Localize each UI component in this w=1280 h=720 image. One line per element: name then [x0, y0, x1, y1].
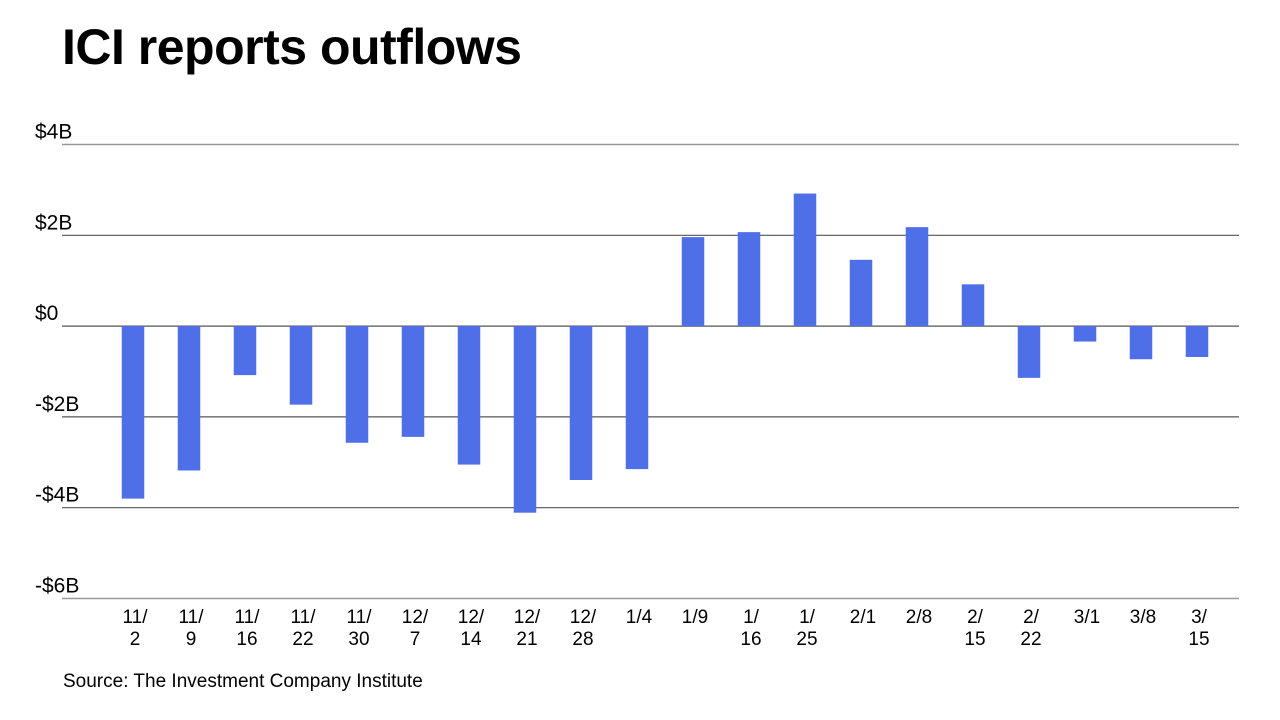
x-axis-labels: 11/2 11/9 11/16 11/22 11/30 12/7 12/14 12/21 12/…: [122, 607, 1209, 650]
x-tick-label: 1/9: [682, 607, 708, 628]
bar: [1129, 326, 1153, 360]
bar: [457, 326, 481, 465]
bar: [1185, 326, 1209, 357]
x-tick-label: 2/22: [1020, 607, 1041, 650]
bar: [177, 326, 201, 471]
x-tick-label: 1/25: [796, 607, 817, 650]
x-tick-label: 12/21: [514, 607, 541, 650]
x-tick-label: 2/15: [964, 607, 985, 650]
gridlines: [62, 143, 1239, 600]
x-tick-label: 12/14: [458, 607, 485, 650]
y-tick-label: -$6B: [35, 575, 79, 598]
x-tick-label: 11/16: [234, 607, 260, 650]
y-axis-labels: $4B $2B $0 -$2B -$4B -$6B: [35, 121, 79, 598]
x-tick-label: 11/2: [122, 607, 148, 650]
bar: [289, 326, 313, 405]
x-tick-label: 2/8: [906, 607, 932, 628]
y-tick-label: $4B: [35, 121, 72, 144]
x-tick-label: 2/1: [850, 607, 876, 628]
x-tick-label: 1/16: [740, 607, 761, 650]
x-tick-label: 3/15: [1188, 607, 1209, 650]
bar: [961, 284, 985, 327]
y-tick-label: $2B: [35, 211, 72, 234]
x-tick-label: 3/8: [1130, 607, 1156, 628]
bar: [401, 326, 425, 437]
x-tick-label: 3/1: [1074, 607, 1100, 628]
x-tick-label: 11/9: [178, 607, 204, 650]
bar: [569, 326, 593, 481]
x-tick-label: 1/4: [626, 607, 653, 628]
bar: [737, 232, 761, 327]
bar: [625, 326, 649, 470]
source-note: Source: The Investment Company Institute: [63, 671, 423, 692]
x-tick-label: 12/7: [402, 607, 429, 650]
x-tick-label: 11/30: [346, 607, 372, 650]
bar: [121, 326, 145, 499]
bar: [1073, 326, 1097, 342]
bar: [1017, 326, 1041, 378]
x-tick-label: 11/22: [290, 607, 316, 650]
bar: [345, 326, 369, 443]
y-tick-label: -$2B: [35, 393, 79, 416]
y-tick-label: $0: [35, 302, 58, 325]
chart-title: ICI reports outflows: [62, 19, 522, 75]
y-tick-label: -$4B: [35, 484, 79, 507]
bar: [681, 237, 705, 327]
bar: [849, 259, 873, 327]
x-tick-label: 12/28: [570, 607, 597, 650]
bars: [121, 193, 1209, 513]
bar: [905, 227, 929, 327]
bar: [513, 326, 537, 513]
bar: [793, 193, 817, 327]
bar: [233, 326, 257, 376]
